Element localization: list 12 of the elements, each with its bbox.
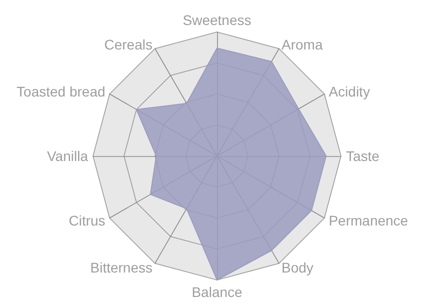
spoke-label: Taste [346, 148, 380, 164]
spoke-label: Sweetness [182, 12, 252, 28]
spoke-label: Permanence [328, 212, 408, 228]
spoke-label: Vanilla [47, 148, 88, 164]
spoke-label: Toasted bread [16, 84, 106, 100]
spoke-label: Balance [192, 284, 243, 300]
spoke-label: Citrus [68, 212, 106, 228]
spoke-label: Acidity [328, 84, 370, 100]
spoke-label: Bitterness [90, 260, 152, 276]
spoke-label: Body [282, 260, 314, 276]
spoke-label: Cereals [104, 36, 152, 52]
spoke-label: Aroma [282, 36, 323, 52]
